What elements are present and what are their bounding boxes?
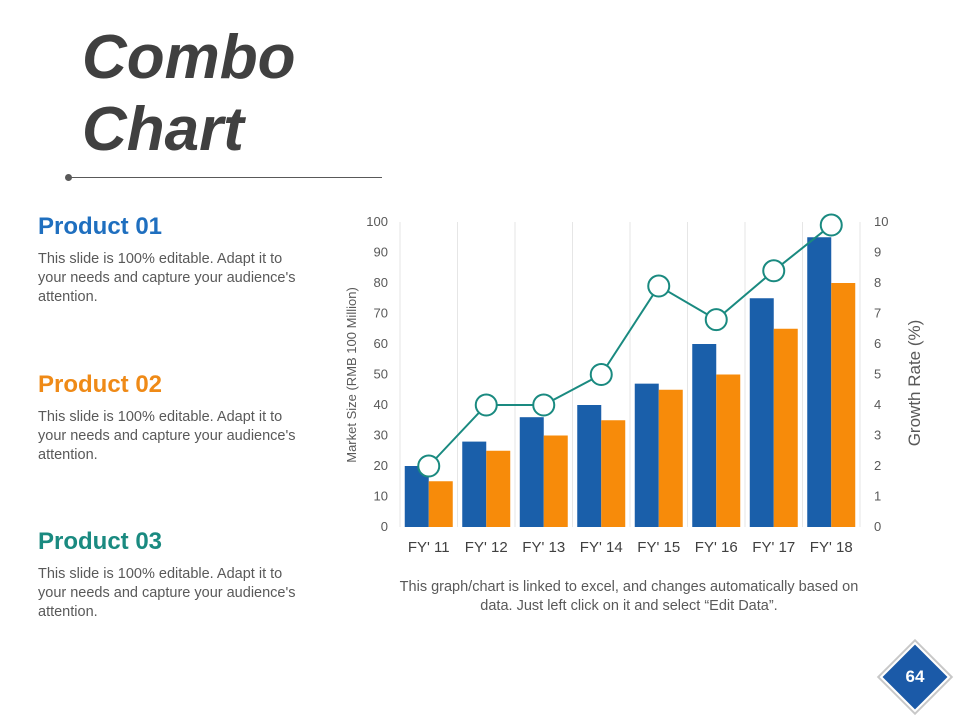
chart-left-axis-label: Market Size (RMB 100 Million) — [344, 287, 359, 463]
chart-bar-s1-5 — [634, 383, 659, 527]
chart-bar-s2-1 — [428, 481, 453, 527]
chart-line-point-2 — [474, 393, 498, 417]
product-block-3: Product 03 This slide is 100% editable. … — [38, 527, 308, 622]
chart-right-axis: 0 1 2 3 4 5 6 7 8 9 10 — [874, 214, 888, 534]
chart-left-axis: 0 10 20 30 40 50 60 70 80 90 100 — [366, 214, 388, 534]
chart-y-tick-label: 30 — [374, 428, 388, 443]
chart-y2-tick-label: 5 — [874, 367, 881, 382]
title-underline — [68, 177, 382, 178]
chart-bar-s2-2 — [486, 450, 511, 527]
chart-line-point-3 — [532, 393, 556, 417]
chart-y2-tick-label: 2 — [874, 458, 881, 473]
product-2-title: Product 02 — [38, 371, 163, 398]
chart-bar-s1-2 — [462, 441, 487, 527]
chart-y2-tick-label: 9 — [874, 245, 881, 260]
chart-bar-s2-4 — [601, 420, 626, 527]
product-3-title: Product 03 — [38, 528, 163, 555]
chart-line-point-8 — [819, 213, 843, 237]
slide-title: Combo Chart — [82, 23, 296, 164]
chart-bar-s2-7 — [773, 328, 798, 527]
chart-y-tick-label: 60 — [374, 336, 388, 351]
product-1-text: This slide is 100% editable. Adapt it to… — [38, 251, 296, 305]
chart-line-point-4 — [589, 363, 613, 386]
chart-x-tick-label: FY' 17 — [752, 539, 795, 556]
chart-y-tick-label: 50 — [374, 367, 388, 382]
chart-bar-s2-8 — [831, 283, 856, 527]
chart-y-tick-label: 80 — [374, 275, 388, 290]
page-number: 64 — [905, 667, 925, 686]
title-underline-dot — [65, 174, 72, 181]
product-2-text: This slide is 100% editable. Adapt it to… — [38, 409, 296, 463]
chart-y-tick-label: 10 — [374, 489, 388, 504]
chart-note: This graph/chart is linked to excel, and… — [399, 579, 859, 614]
chart-bar-s1-3 — [519, 417, 544, 527]
product-1-title: Product 01 — [38, 213, 163, 240]
chart-bar-s1-7 — [749, 298, 774, 527]
product-block-1: Product 01 This slide is 100% editable. … — [38, 212, 308, 307]
chart-y2-tick-label: 6 — [874, 336, 881, 351]
chart-y-tick-label: 40 — [374, 397, 388, 412]
chart-line-point-1 — [417, 454, 441, 478]
chart-y-tick-label: 90 — [374, 245, 388, 260]
chart-y-tick-label: 100 — [366, 214, 388, 229]
chart-y2-tick-label: 0 — [874, 519, 881, 534]
chart-bar-s1-8 — [807, 237, 832, 527]
chart-x-axis: FY' 11 FY' 12 FY' 13 FY' 14 FY' 15 FY' 16 FY' … — [408, 539, 853, 556]
chart-bar-s2-6 — [716, 374, 741, 527]
chart-y2-tick-label: 3 — [874, 428, 881, 443]
chart-y2-tick-label: 4 — [874, 397, 881, 412]
product-3-text: This slide is 100% editable. Adapt it to… — [38, 566, 296, 620]
chart-y-tick-label: 70 — [374, 306, 388, 321]
chart-y2-tick-label: 1 — [874, 489, 881, 504]
chart-bar-s1-6 — [692, 344, 717, 527]
chart-line-point-6 — [704, 308, 728, 332]
chart-y-tick-label: 0 — [381, 519, 388, 534]
chart-line-series — [417, 213, 843, 478]
chart-gridlines — [399, 222, 861, 527]
chart-x-tick-label: FY' 12 — [465, 539, 508, 556]
chart-y-tick-label: 20 — [374, 458, 388, 473]
chart-y2-tick-label: 7 — [874, 306, 881, 321]
chart-x-tick-label: FY' 18 — [810, 539, 853, 556]
chart-x-tick-label: FY' 11 — [408, 539, 450, 556]
combo-chart: 0 10 20 30 40 50 60 70 80 90 100 0 1 2 3 4 5 6 7 8 9 10 FY' … — [344, 213, 924, 556]
page-number-badge: 64 — [879, 641, 951, 713]
chart-x-tick-label: FY' 14 — [580, 539, 623, 556]
chart-y2-tick-label: 8 — [874, 275, 881, 290]
chart-y2-tick-label: 10 — [874, 214, 888, 229]
chart-bar-s2-3 — [543, 435, 568, 527]
chart-line-point-7 — [762, 259, 786, 283]
chart-bar-s1-4 — [577, 405, 602, 527]
chart-x-tick-label: FY' 13 — [522, 539, 565, 556]
chart-x-tick-label: FY' 15 — [637, 539, 680, 556]
chart-bar-s2-5 — [658, 389, 683, 527]
chart-line-point-5 — [647, 274, 671, 298]
chart-x-tick-label: FY' 16 — [695, 539, 738, 556]
product-block-2: Product 02 This slide is 100% editable. … — [38, 370, 308, 465]
chart-right-axis-label: Growth Rate (%) — [905, 320, 924, 447]
